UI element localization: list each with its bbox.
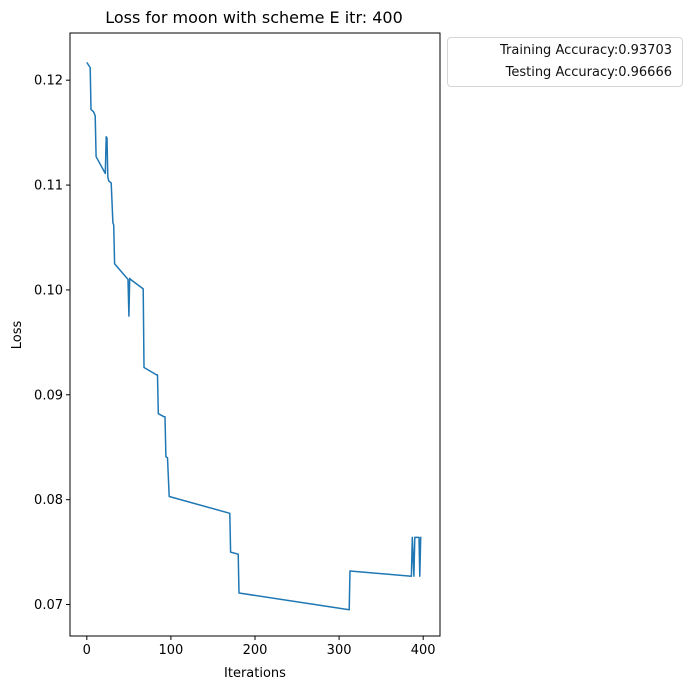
legend-item-training-accuracy: Training Accuracy:0.93703 <box>500 43 672 58</box>
x-tick-label: 0 <box>83 643 91 658</box>
y-tick-label: 0.07 <box>34 598 63 613</box>
plot-area-frame <box>69 32 441 637</box>
y-axis-label: Loss <box>10 321 25 350</box>
legend: Training Accuracy:0.93703 Testing Accura… <box>447 37 683 87</box>
x-tick-label: 100 <box>158 643 183 658</box>
x-axis-ticks: 0 100 200 300 400 <box>83 636 436 658</box>
y-tick-label: 0.11 <box>34 179 63 194</box>
legend-item-testing-accuracy: Testing Accuracy:0.96666 <box>505 65 672 80</box>
x-axis-label: Iterations <box>224 666 286 681</box>
chart-title: Loss for moon with scheme E itr: 400 <box>105 8 403 27</box>
y-axis-ticks: 0.07 0.08 0.09 0.10 0.11 0.12 <box>34 74 70 613</box>
x-tick-label: 200 <box>243 643 268 658</box>
y-tick-label: 0.08 <box>34 493 63 508</box>
x-tick-label: 300 <box>327 643 352 658</box>
y-tick-label: 0.09 <box>34 388 63 403</box>
loss-series-line <box>86 61 422 611</box>
x-tick-label: 400 <box>411 643 436 658</box>
y-tick-label: 0.12 <box>34 74 63 89</box>
y-tick-label: 0.10 <box>34 283 63 298</box>
